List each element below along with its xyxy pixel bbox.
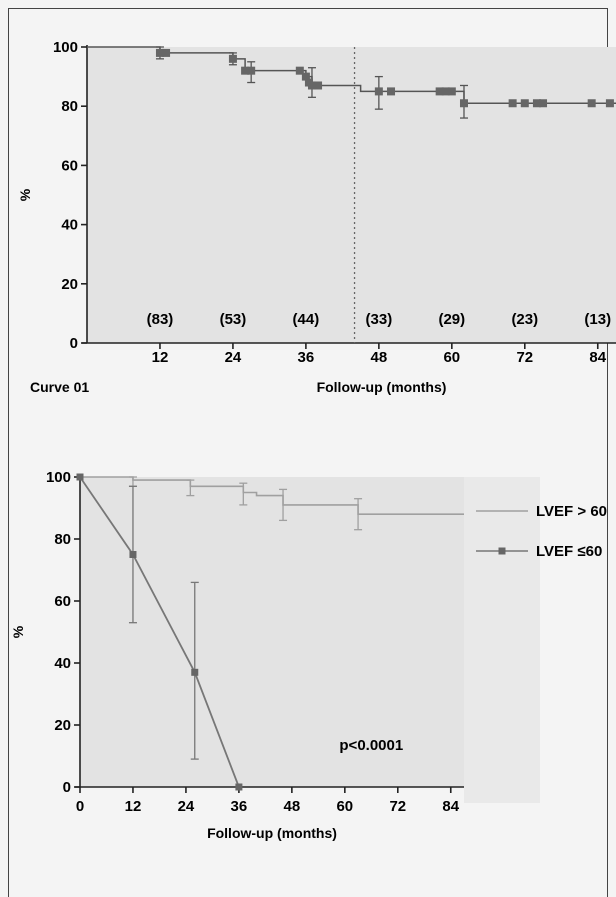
y-axis-title: %: [17, 188, 33, 201]
y-tick-label: 100: [46, 469, 71, 486]
plot-background: [80, 477, 464, 787]
censor-marker: [295, 66, 304, 75]
x-tick-label: 24: [225, 349, 242, 366]
number-at-risk: (44): [293, 311, 320, 328]
x-tick-label: 36: [231, 798, 248, 815]
censor-marker: [532, 99, 541, 108]
x-tick-label: 72: [516, 349, 533, 366]
x-tick-label: 48: [284, 798, 301, 815]
x-tick-label: 12: [125, 798, 142, 815]
y-axis-title: %: [10, 625, 26, 638]
legend: LVEF > 60 LVEF ≤60: [476, 503, 607, 560]
censor-marker: [374, 87, 383, 96]
x-tick-label: 36: [298, 349, 315, 366]
y-tick-label: 100: [53, 39, 78, 56]
legend-item: LVEF ≤60: [476, 543, 602, 560]
censor-marker: [605, 99, 614, 108]
survival-line: [79, 476, 240, 788]
number-at-risk: (13): [584, 311, 611, 328]
y-tick-label: 60: [61, 157, 78, 174]
x-tick-label: 60: [336, 798, 353, 815]
x-tick-label: 84: [589, 349, 606, 366]
legend-label: LVEF > 60: [536, 503, 607, 520]
y-tick-label: 0: [63, 779, 71, 796]
plot-background: [87, 47, 616, 343]
data-point-marker: [191, 668, 199, 676]
censor-marker: [247, 66, 256, 75]
censor-marker: [459, 99, 468, 108]
number-at-risk: (83): [147, 311, 174, 328]
x-tick-label: 72: [389, 798, 406, 815]
x-axis-title: Follow-up (months): [207, 825, 337, 841]
number-at-risk: (29): [438, 311, 465, 328]
km-chart-2: 0 20 40 60 80 100 0 12 24 36 48 60 72 84% Follow-up (m…: [10, 469, 607, 841]
y-tick-label: 0: [70, 335, 78, 352]
censor-marker: [301, 72, 310, 81]
censor-marker: [228, 54, 237, 63]
p-value-label: p<0.0001: [339, 737, 403, 754]
censor-marker: [539, 99, 548, 108]
y-tick-label: 20: [61, 276, 78, 293]
censor-marker: [307, 81, 316, 90]
legend-item: LVEF > 60: [476, 503, 607, 520]
legend-background: [464, 477, 540, 803]
number-at-risk: (53): [220, 311, 247, 328]
y-tick-label: 40: [54, 655, 71, 672]
y-tick-label: 80: [61, 98, 78, 115]
x-tick-label: 48: [371, 349, 388, 366]
censor-marker: [162, 48, 171, 57]
censor-marker: [155, 48, 164, 57]
censor-marker: [508, 99, 517, 108]
data-point-marker: [76, 473, 84, 481]
censor-marker: [314, 81, 323, 90]
number-at-risk: (23): [511, 311, 538, 328]
series-1: [87, 46, 616, 119]
series-2: [76, 473, 243, 791]
censor-marker: [447, 87, 456, 96]
x-tick-label: 0: [76, 798, 84, 815]
censor-marker: [441, 87, 450, 96]
censor-marker: [520, 99, 529, 108]
km-chart-1: 0 20 40 60 80 100 12 24 36 48 60 72 84% Follow-up (mo…: [17, 39, 616, 395]
series-1: [80, 476, 464, 531]
legend-swatch-marker: [498, 547, 506, 555]
legend-label: LVEF ≤60: [536, 543, 602, 560]
x-tick-label: 24: [178, 798, 195, 815]
x-tick-label: 12: [152, 349, 169, 366]
data-point-marker: [129, 551, 137, 558]
censor-marker: [387, 87, 396, 96]
censor-marker: [587, 99, 596, 108]
censor-marker: [435, 87, 444, 96]
y-tick-label: 60: [54, 593, 71, 610]
number-at-risk: (33): [366, 311, 393, 328]
y-tick-label: 20: [54, 717, 71, 734]
panel-label: Curve 01: [30, 379, 89, 395]
y-tick-label: 40: [61, 217, 78, 234]
x-tick-label: 60: [443, 349, 460, 366]
censor-marker: [241, 66, 250, 75]
x-axis-title: Follow-up (months): [317, 379, 447, 395]
y-tick-label: 80: [54, 531, 71, 548]
data-point-marker: [235, 783, 243, 791]
survival-step-line: [80, 476, 464, 515]
x-tick-label: 84: [442, 798, 459, 815]
